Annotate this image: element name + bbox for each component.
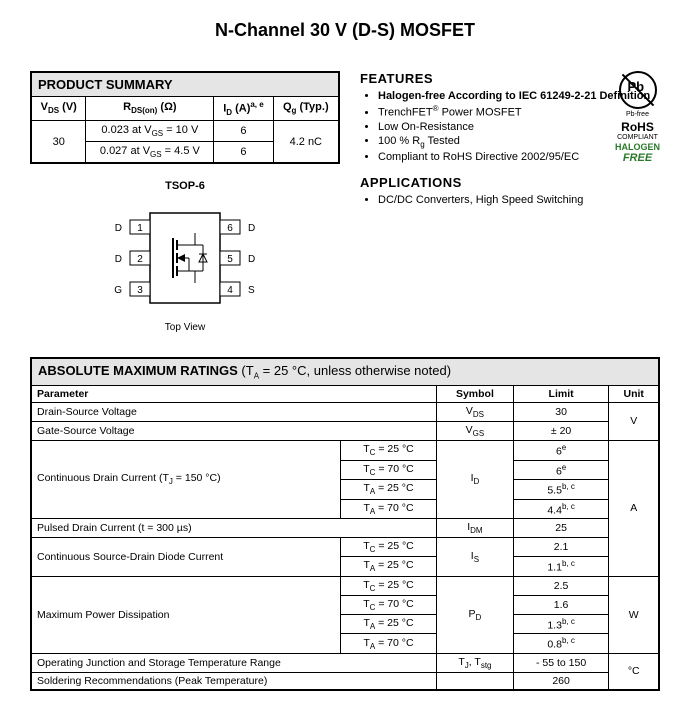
table-cell: ± 20 — [513, 421, 609, 440]
page-title: N-Channel 30 V (D-S) MOSFET — [30, 20, 660, 41]
table-cell: TA = 70 °C — [340, 634, 436, 654]
table-cell: 260 — [513, 672, 609, 690]
rohs-text: RoHS — [615, 120, 660, 134]
table-cell: TC = 70 °C — [340, 595, 436, 614]
top-view-label: Top View — [30, 322, 340, 333]
table-cell: 1.3b, c — [513, 614, 609, 634]
table-cell: TA = 25 °C — [340, 480, 436, 500]
table-cell: Pulsed Drain Current (t = 300 µs) — [31, 519, 437, 538]
svg-text:D: D — [115, 254, 122, 265]
table-cell: TC = 25 °C — [340, 538, 436, 557]
package-diagram: TSOP-6 1 D 2 D 3 G 6 D 5 D 4 S — [30, 180, 340, 333]
svg-text:D: D — [248, 254, 255, 265]
pbfree-icon: Pb — [619, 71, 657, 109]
table-cell: TA = 25 °C — [340, 557, 436, 577]
cell-rds1: 0.023 at VGS = 10 V — [86, 120, 214, 141]
col-unit: Unit — [609, 385, 659, 402]
cell-qg: 4.2 nC — [273, 120, 339, 163]
svg-text:G: G — [114, 285, 122, 296]
table-cell — [437, 672, 514, 690]
table-cell: Operating Junction and Storage Temperatu… — [31, 653, 437, 672]
table-cell: W — [609, 576, 659, 653]
table-cell: 1.6 — [513, 595, 609, 614]
table-cell: Gate-Source Voltage — [31, 421, 437, 440]
table-cell: TA = 25 °C — [340, 614, 436, 634]
absmax-heading: ABSOLUTE MAXIMUM RATINGS (TA = 25 °C, un… — [31, 358, 659, 385]
table-cell: 5.5b, c — [513, 480, 609, 500]
compliance-badges: Pb Pb-free RoHS COMPLIANT HALOGEN FREE — [615, 71, 660, 164]
cell-id2: 6 — [214, 142, 273, 164]
table-cell: PD — [437, 576, 514, 653]
svg-text:D: D — [115, 223, 122, 234]
pbfree-text: Pb-free — [615, 111, 660, 118]
tsop6-svg: 1 D 2 D 3 G 6 D 5 D 4 S — [95, 198, 275, 318]
col-rds: RDS(on) (Ω) — [86, 97, 214, 121]
col-qg: Qg (Typ.) — [273, 97, 339, 121]
table-cell: TC = 25 °C — [340, 576, 436, 595]
svg-text:5: 5 — [227, 254, 233, 265]
applications-heading: APPLICATIONS — [360, 175, 660, 190]
svg-text:S: S — [248, 285, 255, 296]
col-vds: VDS (V) — [31, 97, 86, 121]
table-cell: VGS — [437, 421, 514, 440]
svg-text:4: 4 — [227, 285, 233, 296]
table-cell: ID — [437, 441, 514, 519]
table-cell: 6e — [513, 460, 609, 480]
cell-id1: 6 — [214, 120, 273, 141]
applications-list: DC/DC Converters, High Speed Switching — [360, 194, 660, 206]
svg-text:3: 3 — [137, 285, 143, 296]
table-cell: TJ, Tstg — [437, 653, 514, 672]
col-limit: Limit — [513, 385, 609, 402]
svg-text:1: 1 — [137, 223, 143, 234]
table-cell: IDM — [437, 519, 514, 538]
table-cell: TC = 70 °C — [340, 460, 436, 480]
rohs-compliant: COMPLIANT — [615, 134, 660, 141]
cell-vds: 30 — [31, 120, 86, 163]
col-param: Parameter — [31, 385, 437, 402]
summary-heading: PRODUCT SUMMARY — [31, 72, 339, 97]
col-id: ID (A)a, e — [214, 97, 273, 121]
table-cell: A — [609, 441, 659, 577]
table-cell: °C — [609, 653, 659, 690]
table-cell: 30 — [513, 402, 609, 421]
table-cell: Drain-Source Voltage — [31, 402, 437, 421]
table-cell: 0.8b, c — [513, 634, 609, 654]
svg-text:D: D — [248, 223, 255, 234]
table-cell: 4.4b, c — [513, 499, 609, 519]
table-cell: TC = 25 °C — [340, 441, 436, 461]
halogen-free: FREE — [615, 152, 660, 164]
table-cell: 2.1 — [513, 538, 609, 557]
abs-max-table: ABSOLUTE MAXIMUM RATINGS (TA = 25 °C, un… — [30, 357, 660, 691]
col-symbol: Symbol — [437, 385, 514, 402]
table-cell: 6e — [513, 441, 609, 461]
app-item: DC/DC Converters, High Speed Switching — [378, 194, 660, 206]
table-cell: 25 — [513, 519, 609, 538]
table-cell: Maximum Power Dissipation — [31, 576, 340, 653]
table-cell: V — [609, 402, 659, 440]
package-name: TSOP-6 — [30, 180, 340, 192]
table-cell: VDS — [437, 402, 514, 421]
svg-text:6: 6 — [227, 223, 233, 234]
table-cell: TA = 70 °C — [340, 499, 436, 519]
table-cell: 1.1b, c — [513, 557, 609, 577]
table-cell: - 55 to 150 — [513, 653, 609, 672]
table-cell: Continuous Drain Current (TJ = 150 °C) — [31, 441, 340, 519]
table-cell: 2.5 — [513, 576, 609, 595]
table-cell: Soldering Recommendations (Peak Temperat… — [31, 672, 437, 690]
cell-rds2: 0.027 at VGS = 4.5 V — [86, 142, 214, 164]
halogen-text: HALOGEN — [615, 143, 660, 152]
product-summary-table: PRODUCT SUMMARY VDS (V) RDS(on) (Ω) ID (… — [30, 71, 340, 164]
table-cell: IS — [437, 538, 514, 577]
table-cell: Continuous Source-Drain Diode Current — [31, 538, 340, 577]
svg-text:2: 2 — [137, 254, 143, 265]
